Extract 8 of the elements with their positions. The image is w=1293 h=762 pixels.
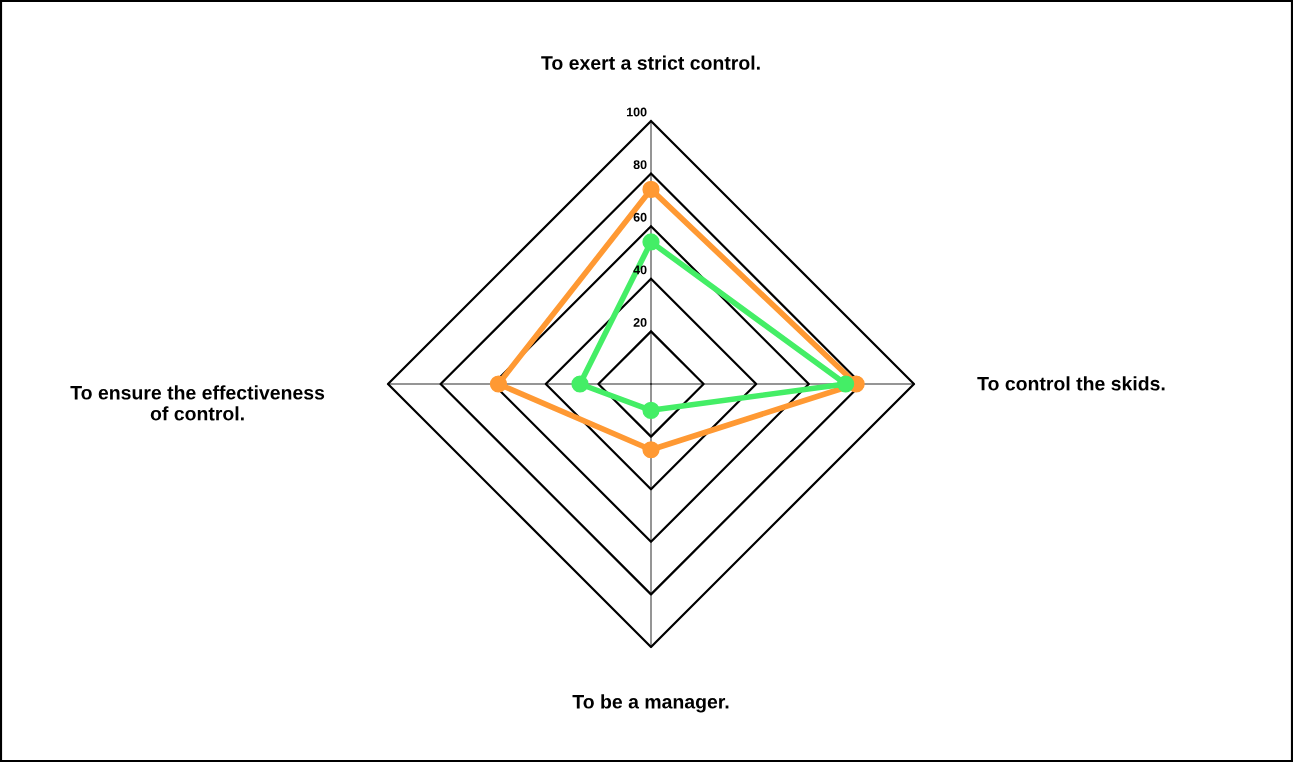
y-tick-label: 100 — [626, 107, 647, 117]
y-tick-label: 20 — [633, 318, 647, 327]
spoke-label: To ensure the effectiveness of control. — [70, 385, 325, 421]
spoke-label: To exert a strict control. — [541, 55, 760, 70]
spoke-label: To be a manager. — [572, 694, 729, 713]
y-tick-label: 80 — [633, 160, 647, 170]
y-tick-label: 60 — [633, 212, 647, 222]
spoke-label: To control the skids. — [977, 376, 1165, 391]
